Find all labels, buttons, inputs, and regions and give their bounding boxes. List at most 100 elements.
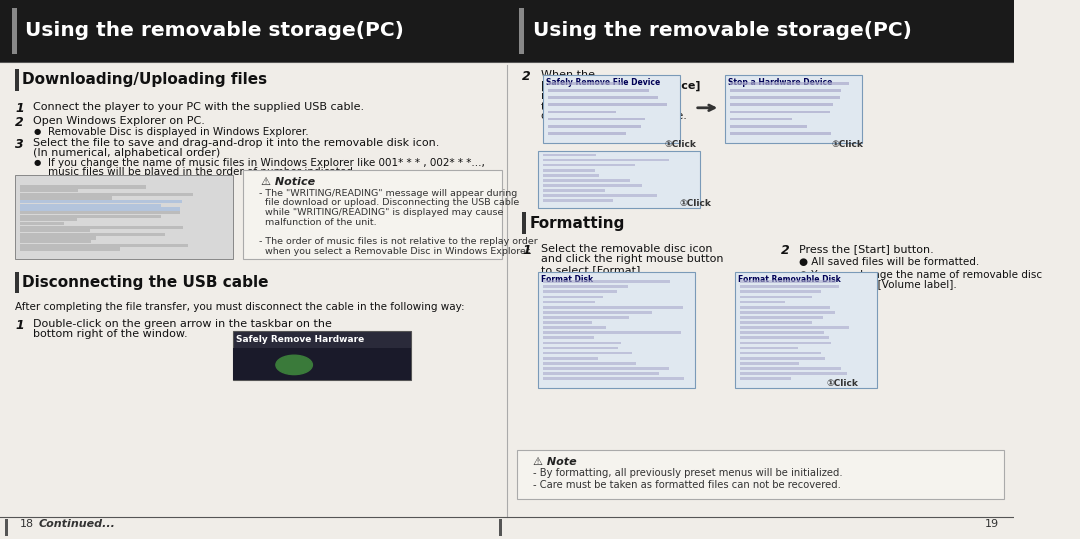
Bar [730, 82, 804, 85]
Bar [21, 196, 75, 199]
Text: Using the removable storage(PC): Using the removable storage(PC) [25, 22, 404, 40]
Text: ●: ● [33, 158, 41, 167]
FancyBboxPatch shape [735, 272, 877, 388]
Text: After completing the file transfer, you must disconnect the cable in the followi: After completing the file transfer, you … [15, 302, 464, 312]
Bar [542, 169, 610, 171]
Bar [542, 184, 672, 187]
Text: Safely Remove Hardware: Safely Remove Hardware [237, 335, 365, 344]
Text: by selecting [Volume label].: by selecting [Volume label]. [811, 280, 957, 290]
Bar [21, 225, 84, 229]
Bar [741, 377, 785, 380]
Text: 2: 2 [781, 244, 789, 257]
Bar [519, 8, 525, 54]
Bar [21, 189, 107, 192]
Bar [542, 367, 593, 370]
Bar [21, 240, 158, 243]
Text: Downloading/Uploading files: Downloading/Uploading files [23, 72, 268, 87]
Bar [542, 377, 633, 380]
Bar [542, 326, 607, 329]
Bar [542, 295, 615, 298]
FancyBboxPatch shape [233, 331, 410, 380]
Bar [542, 362, 664, 365]
Bar [548, 132, 656, 135]
Text: ● All saved files will be formatted.: ● All saved files will be formatted. [799, 257, 980, 267]
Bar [741, 367, 797, 370]
Bar [741, 316, 823, 319]
Text: disconnect the USB cable.: disconnect the USB cable. [541, 111, 687, 121]
Bar [741, 326, 799, 329]
Bar [542, 158, 600, 161]
Text: ①Click: ①Click [826, 379, 859, 388]
Bar [542, 154, 632, 156]
Bar [523, 212, 526, 234]
Bar [15, 272, 19, 293]
Bar [548, 96, 642, 99]
Text: Safely Remove File Device: Safely Remove File Device [545, 78, 660, 87]
Bar [542, 372, 596, 375]
Bar [499, 519, 502, 536]
Bar [730, 110, 802, 113]
Bar [741, 285, 791, 288]
Text: ⚠ Notice: ⚠ Notice [260, 177, 314, 187]
Bar [21, 215, 187, 218]
Bar [548, 103, 620, 106]
Bar [21, 244, 63, 247]
Bar [21, 222, 172, 225]
Bar [542, 189, 623, 192]
Text: Format Disk: Format Disk [541, 275, 593, 284]
Bar [542, 342, 622, 344]
Bar [730, 132, 827, 135]
Bar [741, 306, 784, 308]
Bar [21, 233, 148, 236]
Bar [741, 291, 838, 293]
Text: Removable Disc is displayed in Windows Explorer.: Removable Disc is displayed in Windows E… [48, 127, 308, 137]
Bar [548, 89, 632, 92]
Text: Format Removable Disk: Format Removable Disk [739, 275, 841, 284]
Text: message appears, press: message appears, press [541, 91, 676, 101]
Text: Formatting: Formatting [529, 216, 625, 231]
Bar [741, 311, 827, 314]
Text: Double-click on the green arrow in the taskbar on the: Double-click on the green arrow in the t… [33, 319, 333, 329]
Text: If you change the name of music files in Windows Explorer like 001* * * , 002* *: If you change the name of music files in… [48, 158, 485, 168]
Text: when you select a Removable Disc in Windows Explorer.: when you select a Removable Disc in Wind… [258, 247, 531, 256]
Text: (In numerical, alphabetical order): (In numerical, alphabetical order) [33, 148, 220, 158]
Text: music files will be played in the order of number indicated.: music files will be played in the order … [48, 167, 356, 177]
Bar [21, 237, 98, 240]
Bar [5, 519, 9, 536]
Text: ①Click: ①Click [679, 198, 712, 208]
Bar [542, 199, 609, 202]
Bar [741, 336, 819, 339]
Text: 2: 2 [523, 70, 531, 83]
FancyBboxPatch shape [15, 175, 233, 259]
Text: file download or upload. Disconnecting the USB cable: file download or upload. Disconnecting t… [258, 198, 518, 208]
Bar [542, 306, 623, 308]
Bar [21, 211, 181, 214]
Text: ①Click: ①Click [664, 140, 697, 149]
FancyBboxPatch shape [538, 151, 700, 208]
Text: ① Click: ① Click [360, 368, 399, 378]
Bar [542, 316, 659, 319]
Bar [542, 179, 629, 182]
Bar [233, 348, 410, 380]
Bar [21, 218, 195, 222]
Bar [548, 118, 659, 120]
Bar [542, 331, 589, 334]
Bar [741, 357, 802, 360]
Bar [15, 69, 19, 91]
Bar [21, 204, 183, 207]
Text: ⚠ Note: ⚠ Note [532, 457, 576, 467]
Bar [548, 125, 661, 128]
Text: 19: 19 [985, 519, 999, 529]
Text: malfunction of the unit.: malfunction of the unit. [258, 218, 376, 227]
Bar [542, 291, 678, 293]
Bar [0, 0, 1014, 62]
Text: 1: 1 [523, 244, 531, 257]
Bar [542, 280, 598, 283]
Bar [21, 200, 94, 203]
Bar [542, 285, 632, 288]
Bar [542, 164, 609, 167]
FancyBboxPatch shape [538, 272, 694, 388]
Bar [542, 301, 680, 303]
Text: Connect the player to your PC with the supplied USB cable.: Connect the player to your PC with the s… [33, 102, 365, 113]
Bar [21, 229, 171, 232]
